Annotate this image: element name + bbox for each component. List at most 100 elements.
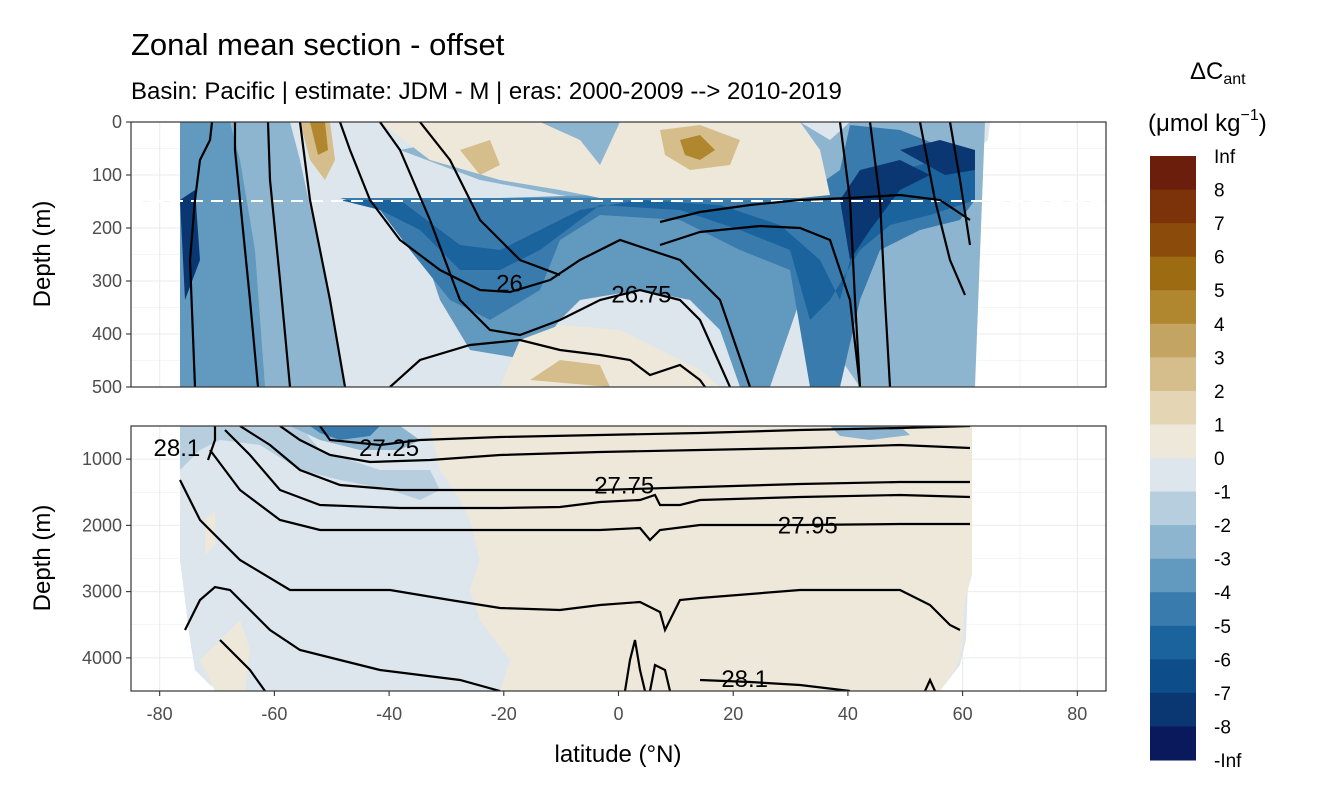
- isopycnal-line: [239, 426, 970, 492]
- x-axis: -80 -60 -40 -20 0 20 40 60 80: [147, 691, 1087, 724]
- isopycnal-line: [838, 122, 862, 387]
- legend-label: -8: [1214, 717, 1231, 738]
- contour-label: 26.75: [611, 281, 671, 308]
- legend-label: -5: [1214, 617, 1231, 638]
- y-tick-label: 0: [112, 112, 122, 132]
- upper-pos-1-band: [380, 122, 830, 387]
- contour-label: 28.1: [154, 435, 201, 462]
- lower-pos-1-band: [200, 426, 972, 691]
- legend-label: 8: [1214, 181, 1225, 202]
- legend-label: 6: [1214, 248, 1225, 269]
- legend-label: 5: [1214, 281, 1225, 302]
- legend-swatch: [1150, 357, 1196, 392]
- y-tick-label: 400: [92, 324, 122, 344]
- y-axis-title-upper: Depth (m): [29, 201, 56, 308]
- lower-neg-5-band: [310, 426, 380, 440]
- isopycnal-line: [419, 122, 561, 277]
- lower-contour-labels: 28.1 27.25 27.75 27.95 28.1: [154, 435, 838, 693]
- lower-y-axis: 1000 2000 3000 4000: [82, 449, 131, 668]
- y-tick-label: 4000: [82, 648, 122, 668]
- isopycnal-line: [224, 429, 971, 510]
- y-tick-label: 100: [92, 165, 122, 185]
- y-tick-label: 300: [92, 271, 122, 291]
- isopycnal-line: [338, 122, 752, 387]
- y-tick-label: 2000: [82, 515, 122, 535]
- contour-label: 28.1: [721, 666, 768, 693]
- upper-isopycnals: [188, 122, 972, 387]
- legend-swatch: [1150, 491, 1196, 526]
- legend-label: -4: [1214, 583, 1231, 604]
- lower-isopycnals: [179, 426, 971, 691]
- isopycnal-line: [948, 122, 972, 246]
- legend-swatch: [1150, 592, 1196, 627]
- legend-unit-close: ): [1259, 110, 1267, 137]
- legend-label: -3: [1214, 550, 1231, 571]
- isopycnal-line: [206, 426, 217, 461]
- legend-swatch: [1150, 525, 1196, 560]
- y-tick-label: 200: [92, 218, 122, 238]
- legend-label: 4: [1214, 315, 1225, 336]
- legend-label: -7: [1214, 684, 1231, 705]
- legend-swatch: [1150, 726, 1196, 761]
- legend-unit-text: (μmol kg: [1148, 110, 1241, 137]
- x-axis-title: latitude (°N): [555, 741, 682, 768]
- y-tick-label: 1000: [82, 449, 122, 469]
- contour-label: 26: [496, 271, 523, 298]
- x-tick-label: -40: [376, 704, 402, 724]
- isopycnal-line: [219, 639, 266, 691]
- legend-colorbar: [1150, 156, 1196, 761]
- isopycnal-line: [389, 338, 706, 387]
- chart-subtitle: Basin: Pacific | estimate: JDM - M | era…: [131, 78, 842, 105]
- x-tick-label: 0: [613, 704, 623, 724]
- x-tick-label: -80: [147, 704, 173, 724]
- legend-swatch: [1150, 390, 1196, 425]
- isopycnal-line: [179, 479, 961, 634]
- legend-labels: Inf 8 7 6 5 4 3 2 1 0 -1 -2 -3 -4 -5 -6 -7 -8 -Inf: [1214, 147, 1242, 772]
- upper-neg-6-band: [340, 160, 975, 320]
- contour-label: 27.95: [778, 512, 838, 539]
- legend-swatch: [1150, 458, 1196, 493]
- upper-y-axis: 0 100 200 300 400 500: [92, 112, 131, 397]
- chart-title: Zonal mean section - offset: [131, 27, 505, 62]
- legend-unit-exponent: −1: [1241, 107, 1259, 124]
- isopycnal-line: [184, 585, 501, 691]
- panel-lower: 28.1 27.25 27.75 27.95 28.1 1000 2000 3000 4000: [82, 425, 1107, 693]
- contour-label: 27.75: [594, 473, 654, 500]
- panel-upper: 26 26.75 0 100 200 300 400 500: [92, 112, 1107, 397]
- legend-label: 0: [1214, 449, 1225, 470]
- isopycnal-line: [648, 663, 672, 691]
- legend-label: 3: [1214, 348, 1225, 369]
- legend-swatch: [1150, 156, 1196, 191]
- lower-neg-1-band: [180, 426, 440, 500]
- isopycnal-line: [868, 122, 892, 387]
- legend-swatch: [1150, 625, 1196, 660]
- y-axis-title-lower: Depth (m): [29, 505, 56, 612]
- legend-label: Inf: [1214, 147, 1236, 168]
- legend-label: 7: [1214, 214, 1225, 235]
- x-tick-label: -60: [261, 704, 287, 724]
- isopycnal-line: [659, 193, 971, 224]
- isopycnal-line: [319, 426, 971, 447]
- legend-label: 1: [1214, 415, 1225, 436]
- isopycnal-line: [209, 449, 970, 542]
- isopycnal-line: [233, 122, 260, 387]
- x-tick-label: 80: [1067, 704, 1087, 724]
- isopycnal-line: [298, 122, 347, 387]
- contour-label: 27.25: [359, 435, 419, 462]
- panel-upper-border: [130, 121, 1107, 388]
- legend-title-symbol: ΔC: [1190, 58, 1223, 85]
- x-tick-label: 20: [723, 704, 743, 724]
- isopycnal-line: [379, 122, 732, 387]
- legend-swatch: [1150, 323, 1196, 358]
- legend-label: -6: [1214, 650, 1231, 671]
- x-tick-label: 40: [838, 704, 858, 724]
- isopycnal-line: [623, 639, 647, 691]
- legend-title-main: ΔCant: [1190, 58, 1246, 88]
- isopycnal-line: [699, 678, 851, 691]
- x-tick-label: -20: [491, 704, 517, 724]
- isopycnal-line: [923, 677, 937, 691]
- legend-swatch: [1150, 189, 1196, 224]
- isopycnal-line: [279, 426, 971, 464]
